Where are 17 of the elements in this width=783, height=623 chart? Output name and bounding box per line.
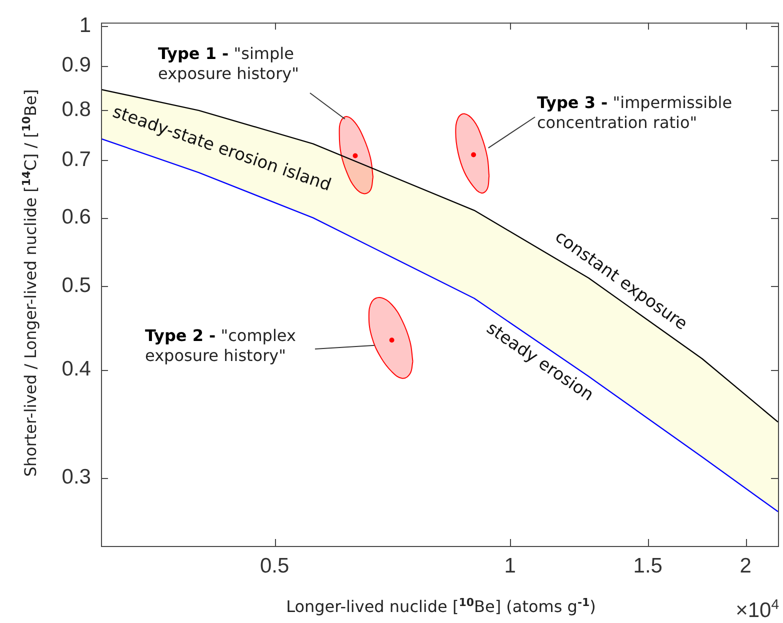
y-tick-label: 0.8 xyxy=(62,98,91,121)
y-tick-label: 0.7 xyxy=(62,148,91,171)
y-tick-label: 0.5 xyxy=(62,274,91,297)
y-tick-label: 0.3 xyxy=(62,465,91,488)
y-tick-label: 1 xyxy=(79,14,91,38)
x-tick-label: 2 xyxy=(740,554,752,578)
annotation: Type 3 - "impermissible concentration ratio" xyxy=(537,93,734,133)
annotation: Type 2 - "complex exposure history" xyxy=(145,326,297,366)
text: ×10$^{4}$ xyxy=(736,596,779,623)
y-tick-label: 0.6 xyxy=(62,206,91,229)
x-tick-label: 0.5 xyxy=(260,554,290,578)
y-tick-label: 0.9 xyxy=(62,54,91,77)
x-axis-title: Longer-lived nuclide [$^{10}$Be] (atoms g$^{-1}$) xyxy=(286,596,596,616)
annotation: Type 1 - "simple exposure history" xyxy=(158,44,300,84)
x-tick-label: 1 xyxy=(504,554,516,578)
x-tick-label: 1.5 xyxy=(633,554,662,578)
y-tick-label: 0.4 xyxy=(62,358,92,381)
